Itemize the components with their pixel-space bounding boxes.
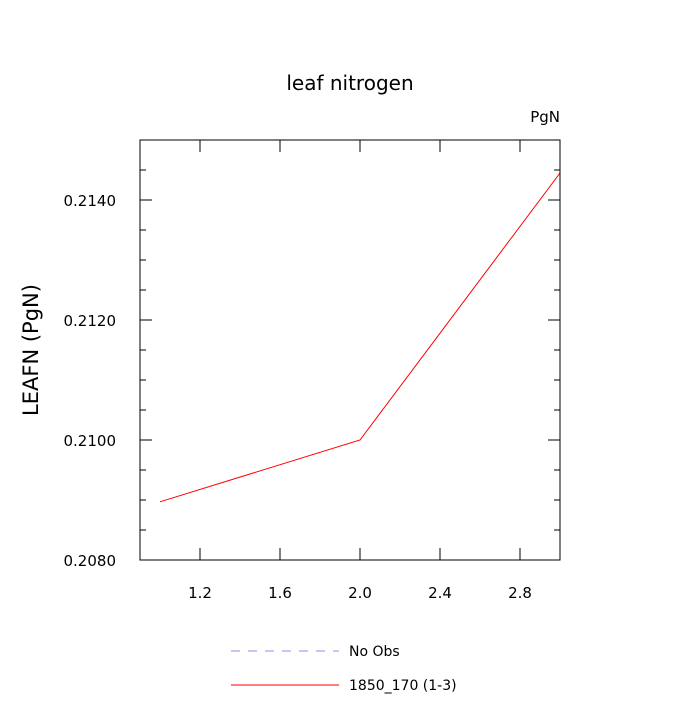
chart-title: leaf nitrogen	[286, 71, 413, 95]
y-tick-label: 0.2140	[64, 192, 117, 210]
x-tick-label: 1.6	[268, 584, 292, 602]
legend: No Obs 1850_170 (1-3)	[231, 644, 457, 694]
y-axis-label: LEAFN (PgN)	[19, 284, 43, 416]
x-tick-label: 1.2	[188, 584, 212, 602]
x-tick-label: 2.0	[348, 584, 372, 602]
units-label: PgN	[530, 108, 560, 126]
y-tick-label: 0.2120	[64, 312, 117, 330]
plot-frame	[139, 139, 561, 561]
tick-labels: 1.2 1.6 2.0 2.4 2.8 0.2080 0.2100 0.2120 0.2140	[64, 192, 532, 602]
plot-lines	[159, 172, 561, 503]
legend-label: 1850_170 (1-3)	[349, 678, 457, 694]
x-tick-label: 2.4	[428, 584, 452, 602]
y-tick-label: 0.2080	[64, 552, 117, 570]
y-tick-label: 0.2100	[64, 432, 117, 450]
x-tick-label: 2.8	[508, 584, 532, 602]
series-line	[159, 172, 561, 503]
legend-label: No Obs	[349, 644, 400, 660]
